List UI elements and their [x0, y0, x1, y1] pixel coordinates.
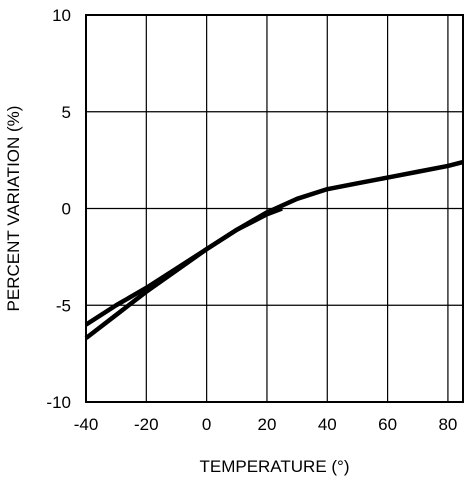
x-axis-title: TEMPERATURE (°): [199, 457, 349, 476]
x-tick-label: -40: [74, 415, 99, 434]
x-tick-label: 60: [378, 415, 397, 434]
y-tick-labels: 10 5 0 -5 -10: [46, 6, 71, 412]
x-tick-label: 0: [202, 415, 211, 434]
y-tick-label: -10: [46, 393, 71, 412]
x-tick-label: 40: [318, 415, 337, 434]
x-tick-label: -20: [134, 415, 159, 434]
x-tick-labels: -40 -20 0 20 40 60 80: [74, 415, 458, 434]
y-tick-label: 5: [62, 103, 71, 122]
series-line-1: [84, 159, 464, 327]
y-tick-label: -5: [56, 296, 71, 315]
series-lines: [84, 159, 464, 340]
y-tick-label: 10: [52, 6, 71, 25]
series-line-2: [84, 206, 283, 340]
y-tick-label: 0: [62, 200, 71, 219]
plot-frame: [85, 14, 464, 403]
x-tick-label: 80: [438, 415, 457, 434]
x-tick-label: 20: [257, 415, 276, 434]
y-axis-title: PERCENT VARIATION (%): [4, 106, 23, 312]
